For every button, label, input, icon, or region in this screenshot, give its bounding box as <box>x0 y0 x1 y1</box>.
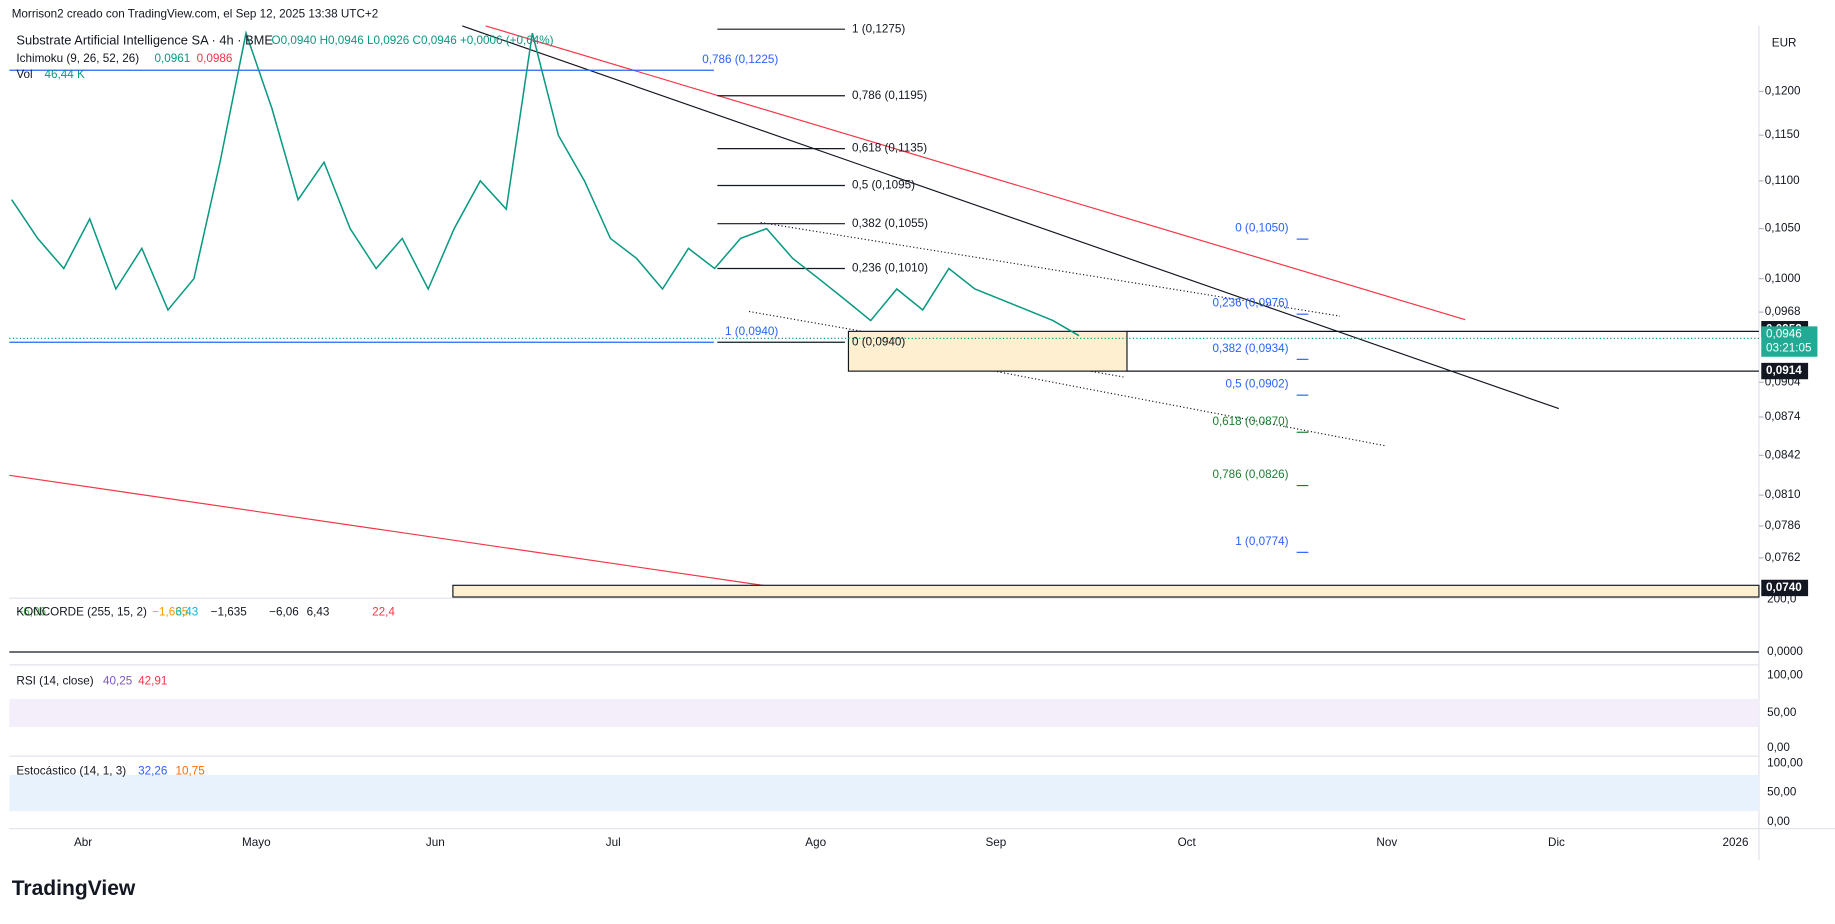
ichimoku-name: Ichimoku (9, 26, 52, 26) <box>16 52 139 65</box>
koncorde-value: −6,06 <box>269 605 299 618</box>
last-price-badge <box>1761 326 1818 357</box>
y-tick-label: 0,1100 <box>1765 174 1800 187</box>
koncorde-name: KONCORDE (255, 15, 2) <box>16 605 147 618</box>
koncorde-value: 6,43 <box>176 605 199 618</box>
koncorde-value: −1,635 <box>152 605 189 618</box>
pane-axis-label: 50,00 <box>1767 786 1797 799</box>
fib-label: 0,618 (0,0870) <box>1212 415 1288 428</box>
fib-label: 0,786 (0,1225) <box>702 53 778 66</box>
dynamic: 0,1200 0,1150 0,1100 0,1050 0,1000 0,0968 0,09… <box>9 22 1818 849</box>
x-tick-label: Ago <box>805 836 826 849</box>
rsi-name: RSI (14, close) <box>16 674 93 687</box>
stoch-v1: 32,26 <box>138 764 167 777</box>
pane-axis-label: 200,0 <box>1767 592 1797 605</box>
fib-label: 0,786 (0,0826) <box>1212 468 1288 481</box>
pane-axis-label: 100,00 <box>1767 669 1803 682</box>
rsi-v2: 42,91 <box>138 674 167 687</box>
credit: Morrison2 creado con TradingView.com, el… <box>12 7 379 20</box>
fib-label: 0,382 (0,0934) <box>1212 342 1288 355</box>
x-tick-label: Sep <box>986 836 1007 849</box>
y-tick-label: 0,1050 <box>1765 222 1801 235</box>
pane-axis-label: 0,00 <box>1767 741 1790 754</box>
y-tick-label: 0,1150 <box>1765 128 1800 141</box>
pane-axis-label: 0,00 <box>1767 815 1790 828</box>
price-badge <box>1761 362 1809 380</box>
pane-axis-label: 0,0000 <box>1767 645 1803 658</box>
volume-box <box>452 584 1760 598</box>
price-badge <box>1761 579 1809 597</box>
fib-label: 0,5 (0,1095) <box>852 179 915 192</box>
y-tick-label: 0,0968 <box>1765 305 1801 318</box>
koncorde-value: −6,06 <box>16 605 46 618</box>
x-tick-label: Jun <box>426 836 445 849</box>
fib-label: 0 (0,0940) <box>852 335 905 348</box>
x-tick-label: Mayo <box>242 836 271 849</box>
price-badge-label: 0,0914 <box>1766 364 1802 377</box>
fib-label: 0,236 (0,0976) <box>1212 297 1288 310</box>
fib-label: 0,618 (0,1135) <box>852 142 927 155</box>
countdown: 03:21:05 <box>1766 342 1812 355</box>
y-tick-label: 0,0810 <box>1765 488 1801 501</box>
pane-axis-label: 50,00 <box>1767 706 1797 719</box>
koncorde-value: −1,635 <box>211 605 248 618</box>
y-tick-label: 0,1000 <box>1765 272 1801 285</box>
fib-label: 0 (0,1050) <box>1235 222 1288 235</box>
y-tick-label: 0,0762 <box>1765 551 1801 564</box>
x-tick-label: Oct <box>1178 836 1197 849</box>
koncorde-value: 22,4 <box>372 605 395 618</box>
ichimoku-v2: 0,0986 <box>197 52 233 65</box>
fib-label: 0,5 (0,0902) <box>1225 378 1288 391</box>
ohlc: O0,0940 H0,0946 L0,0926 C0,0946 +0,0006 … <box>272 34 554 47</box>
x-tick-label: Abr <box>74 836 92 849</box>
y-tick-label: 0,0786 <box>1765 519 1801 532</box>
fib-label: 0,382 (0,1055) <box>852 217 928 230</box>
volume-name: Vol <box>16 68 32 81</box>
rsi-band <box>9 698 1759 727</box>
price-badge-label: 0,0740 <box>1766 581 1802 594</box>
ichimoku-v1: 0,0961 <box>154 52 190 65</box>
currency: EUR <box>1772 37 1797 50</box>
stoch-name: Estocástico (14, 1, 3) <box>16 764 126 777</box>
last-price: 0,0946 <box>1766 328 1802 341</box>
x-tick-label: Nov <box>1376 836 1397 849</box>
trend-line <box>462 25 1560 410</box>
volume-value: 46,44 K <box>44 68 84 81</box>
x-tick-label: 2026 <box>1723 836 1749 849</box>
rsi-v1: 40,25 <box>103 674 133 687</box>
koncorde-value: 6,43 <box>307 605 330 618</box>
pane-axis-label: 100,00 <box>1767 756 1803 769</box>
price-line <box>11 30 1080 337</box>
stoch-band <box>9 774 1759 812</box>
fib-label: 1 (0,0940) <box>725 325 778 338</box>
trend-line <box>485 25 1466 321</box>
stoch-v2: 10,75 <box>176 764 206 777</box>
fib-label: 1 (0,0774) <box>1235 535 1288 548</box>
y-tick-label: 0,1200 <box>1765 85 1801 98</box>
layout <box>9 25 1835 861</box>
fib-label: 0,236 (0,1010) <box>852 262 928 275</box>
logo: TradingView <box>12 877 136 900</box>
x-tick-label: Dic <box>1548 836 1565 849</box>
x-tick-label: Jul <box>606 836 621 849</box>
trend-line <box>9 474 843 598</box>
y-tick-label: 0,0842 <box>1765 448 1801 461</box>
fib-label: 1 (0,1275) <box>852 22 905 35</box>
fib-label: 0,786 (0,1195) <box>852 89 927 102</box>
channel-line <box>760 221 1341 317</box>
symbol: Substrate Artificial Intelligence SA · 4… <box>16 33 273 48</box>
y-tick-label: 0,0874 <box>1765 410 1801 423</box>
